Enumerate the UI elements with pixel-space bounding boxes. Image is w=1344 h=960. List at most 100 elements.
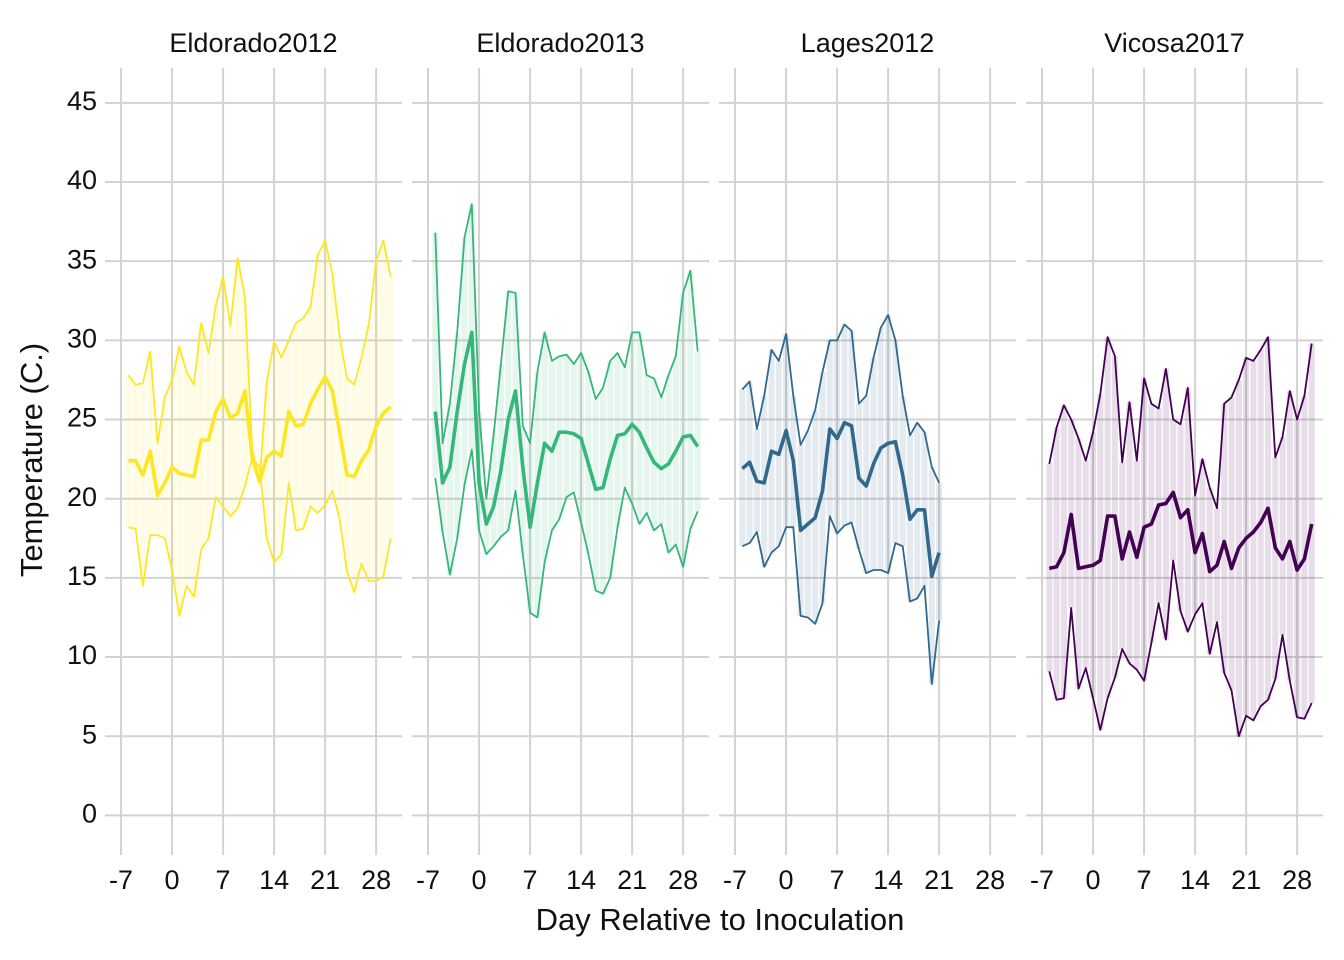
y-tick-label: 40: [67, 165, 97, 195]
y-tick-label: 0: [82, 799, 97, 829]
ribbon: [1221, 403, 1228, 673]
x-tick-label: 21: [924, 865, 954, 895]
x-tick-label: -7: [109, 865, 133, 895]
ribbon: [314, 254, 321, 513]
ribbon: [329, 273, 336, 491]
ribbon: [169, 379, 176, 570]
ribbon: [621, 367, 628, 488]
x-axis-label: Day Relative to Inoculation: [536, 902, 905, 937]
ribbon: [694, 351, 701, 512]
y-tick-label: 20: [67, 482, 97, 512]
ribbon: [592, 398, 599, 591]
ribbon: [936, 482, 943, 621]
y-tick-label: 35: [67, 244, 97, 274]
ribbon: [198, 322, 205, 550]
x-tick-label: -7: [723, 865, 747, 895]
ribbon: [680, 292, 687, 567]
ribbon: [687, 270, 694, 529]
ribbon: [1286, 391, 1293, 681]
series-line: [1048, 336, 1313, 510]
ribbon: [1279, 436, 1286, 635]
panel-title: Lages2012: [801, 28, 935, 58]
ribbon: [1133, 460, 1140, 670]
ribbon: [1272, 457, 1279, 680]
x-tick-label: -7: [1030, 865, 1054, 895]
x-tick-label: 14: [873, 865, 903, 895]
ribbon: [1199, 459, 1206, 604]
x-tick-label: 21: [617, 865, 647, 895]
ribbon: [439, 443, 446, 532]
ribbon: [212, 305, 219, 498]
series-line: [434, 448, 699, 619]
ribbon: [190, 384, 197, 597]
ribbon: [607, 360, 614, 578]
ribbon: [468, 204, 475, 450]
panel-title: Eldorado2013: [476, 28, 644, 58]
y-tick-label: 5: [82, 719, 97, 749]
x-tick-label: -7: [416, 865, 440, 895]
series-line: [434, 203, 699, 500]
y-tick-label: 15: [67, 561, 97, 591]
ribbon: [220, 277, 227, 507]
ribbon: [446, 403, 453, 575]
x-tick-label: 28: [361, 865, 391, 895]
ribbon: [161, 397, 168, 539]
ribbon: [548, 360, 555, 531]
ribbon: [650, 378, 658, 531]
x-tick-label: 7: [830, 865, 845, 895]
ribbon: [1264, 337, 1272, 700]
x-tick-label: 28: [1282, 865, 1312, 895]
series-line: [1048, 559, 1313, 738]
ribbon: [322, 240, 329, 506]
series-line: [128, 456, 392, 617]
x-tick-label: 0: [472, 865, 487, 895]
ribbon: [432, 232, 439, 479]
series-line: [741, 515, 940, 685]
ribbon: [139, 383, 146, 586]
x-tick-label: 7: [216, 865, 231, 895]
x-tick-label: 14: [1180, 865, 1210, 895]
x-tick-label: 0: [1086, 865, 1101, 895]
series-line: [128, 375, 392, 498]
y-tick-label: 25: [67, 403, 97, 433]
ribbon: [658, 397, 665, 525]
series-line: [741, 314, 940, 484]
ribbon: [636, 332, 643, 525]
ribbon: [1308, 343, 1315, 703]
ribbon: [373, 261, 380, 582]
x-tick-label: 14: [259, 865, 289, 895]
x-tick-label: 7: [523, 865, 538, 895]
ribbon: [599, 387, 606, 594]
x-tick-label: 0: [165, 865, 180, 895]
ribbon: [534, 372, 541, 618]
ribbon: [1257, 349, 1264, 707]
x-tick-label: 7: [1137, 865, 1152, 895]
ribbon: [176, 346, 183, 616]
ribbon: [490, 435, 497, 547]
ribbon: [483, 498, 490, 555]
ribbon: [205, 353, 212, 539]
series-line: [741, 420, 941, 579]
ribbon: [125, 375, 132, 528]
ribbon: [1082, 460, 1089, 669]
ribbon: [497, 364, 504, 537]
x-tick-label: 28: [975, 865, 1005, 895]
ribbon: [1235, 379, 1242, 737]
x-tick-label: 28: [668, 865, 698, 895]
ribbon: [1170, 419, 1177, 561]
x-tick-label: 0: [779, 865, 794, 895]
ribbon: [563, 354, 570, 498]
ribbon: [380, 240, 387, 577]
panel-title: Eldorado2012: [169, 28, 337, 58]
ribbon: [227, 326, 234, 517]
ribbon: [132, 384, 139, 529]
ribbon: [629, 332, 636, 504]
ribbon: [519, 425, 526, 555]
series-line: [1048, 490, 1314, 574]
ribbon: [505, 291, 512, 531]
ribbon: [147, 351, 154, 536]
ribbon: [570, 364, 577, 493]
series-line: [433, 330, 700, 529]
ribbon: [183, 372, 190, 586]
